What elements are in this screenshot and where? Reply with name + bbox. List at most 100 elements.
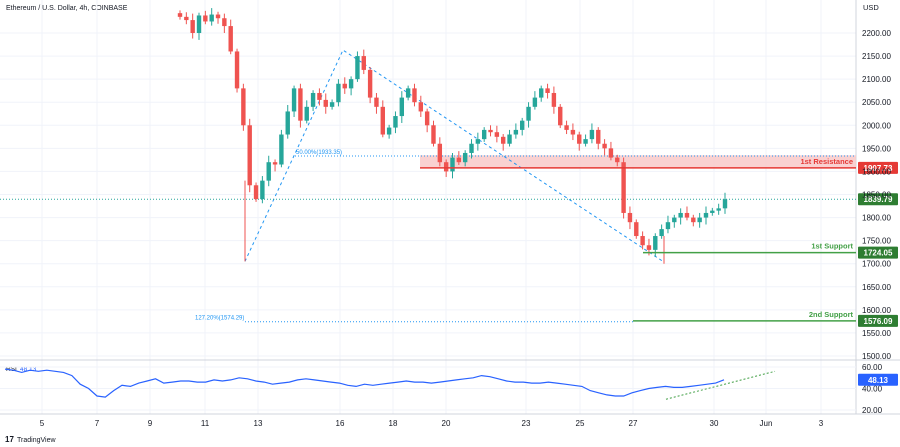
fib-level-label: 127.20%(1574.29) bbox=[195, 316, 244, 322]
y-tick-label: 1750.00 bbox=[862, 237, 891, 246]
candle-body bbox=[488, 129, 493, 133]
candle-body bbox=[304, 106, 309, 121]
candle-body bbox=[272, 162, 278, 165]
candle-body bbox=[577, 134, 582, 144]
candle-body bbox=[507, 134, 512, 144]
level-label: 2nd Support bbox=[809, 310, 854, 319]
candle-body bbox=[494, 132, 500, 137]
y-tick-label: 2050.00 bbox=[862, 98, 891, 107]
candle-body bbox=[222, 18, 227, 27]
y-tick-label: 1700.00 bbox=[862, 260, 891, 269]
candle-body bbox=[684, 212, 690, 218]
candle-body bbox=[355, 56, 360, 80]
y-tick-label: 1550.00 bbox=[862, 329, 891, 338]
price-axis[interactable]: 2200.00 2150.00 2100.00 2050.00 2000.00 1950.… bbox=[862, 29, 891, 361]
candle-body bbox=[196, 15, 202, 34]
x-tick-label: 20 bbox=[442, 419, 451, 428]
chart-symbol-title: Ethereum / U.S. Dollar, 4h, COINBASE bbox=[6, 5, 128, 12]
rsi-pane: RSI 48.13 bbox=[0, 366, 856, 411]
x-tick-label: 9 bbox=[148, 419, 153, 428]
candle-body bbox=[456, 157, 462, 163]
candle-body bbox=[672, 217, 677, 223]
level-label: 1st Resistance bbox=[800, 157, 853, 166]
rsi-tag-bg bbox=[858, 373, 898, 386]
x-tick-label: 27 bbox=[629, 419, 638, 428]
y-tick-label: 1850.00 bbox=[862, 191, 891, 200]
current-price-tag-bg bbox=[858, 193, 898, 206]
candle-body bbox=[184, 16, 189, 21]
y-tick-label: 1650.00 bbox=[862, 283, 891, 292]
x-tick-label: 5 bbox=[40, 419, 45, 428]
candle-body bbox=[431, 125, 436, 144]
candle-body bbox=[570, 129, 576, 135]
candle-body bbox=[659, 229, 664, 237]
price-tag-bg bbox=[858, 161, 898, 174]
candle-body bbox=[558, 106, 563, 126]
candle-body bbox=[412, 88, 417, 103]
candle-body bbox=[627, 212, 633, 223]
candle-body bbox=[608, 148, 614, 158]
candle-body bbox=[247, 125, 252, 186]
rsi-tick-label: 20.00 bbox=[862, 406, 883, 415]
rsi-axis: 60.00 40.00 20.00 48.13 bbox=[858, 363, 898, 415]
time-axis[interactable]: 5 7 9 11 13 16 18 20 23 25 27 30 Jun 3 bbox=[40, 419, 824, 428]
candle-body bbox=[646, 245, 652, 250]
candle-body bbox=[399, 97, 405, 117]
fib-trend-path bbox=[244, 49, 664, 262]
rsi-value: 48.13 bbox=[20, 366, 37, 373]
rsi-trendline bbox=[665, 370, 776, 400]
candle-body bbox=[424, 111, 430, 126]
candle-body bbox=[545, 88, 550, 93]
y-tick-label: 1900.00 bbox=[862, 167, 891, 176]
candle-body bbox=[640, 236, 645, 246]
current-price-tag: 1839.79 bbox=[864, 195, 893, 204]
candle-body bbox=[678, 212, 683, 218]
price-tag-bg bbox=[858, 246, 898, 259]
resistance-zone-layer bbox=[420, 155, 856, 168]
candle-body bbox=[228, 26, 233, 52]
candle-body bbox=[418, 102, 424, 112]
grid-lines bbox=[0, 0, 857, 414]
y-tick-label: 1800.00 bbox=[862, 214, 891, 223]
y-tick-label: 1600.00 bbox=[862, 306, 891, 315]
candle-body bbox=[596, 129, 601, 144]
candle-body bbox=[551, 92, 557, 107]
candlestick-series bbox=[177, 8, 728, 264]
candle-body bbox=[317, 92, 322, 100]
candle-body bbox=[462, 152, 468, 163]
rsi-tick-label: 60.00 bbox=[862, 363, 883, 372]
candle-body bbox=[342, 83, 347, 89]
x-tick-label: 25 bbox=[576, 419, 585, 428]
x-tick-label: 30 bbox=[710, 419, 719, 428]
x-tick-label: 3 bbox=[819, 419, 824, 428]
candle-body bbox=[260, 180, 265, 200]
y-tick-label: 2200.00 bbox=[862, 29, 891, 38]
candle-body bbox=[234, 51, 240, 89]
candle-body bbox=[253, 185, 259, 200]
candle-body bbox=[329, 102, 335, 107]
x-tick-label: Jun bbox=[760, 419, 773, 428]
candle-body bbox=[710, 210, 715, 213]
x-tick-label: 16 bbox=[336, 419, 345, 428]
candle-body bbox=[241, 88, 246, 126]
candle-body bbox=[539, 88, 544, 98]
candle-body bbox=[443, 162, 449, 172]
tradingview-logo-icon: 17 bbox=[5, 435, 14, 444]
candle-body bbox=[526, 106, 531, 121]
candle-body bbox=[310, 92, 316, 107]
y-tick-label: 2150.00 bbox=[862, 52, 891, 61]
fib-level-label: 50.00%(1933.35) bbox=[296, 150, 342, 156]
candle-body bbox=[469, 143, 474, 153]
tradingview-brand: TradingView bbox=[17, 437, 56, 444]
y-tick-label: 1950.00 bbox=[862, 144, 891, 153]
candle-body bbox=[697, 217, 702, 223]
candle-body bbox=[475, 139, 481, 144]
candle-body bbox=[583, 139, 588, 144]
candle-body bbox=[209, 14, 214, 22]
rsi-line bbox=[4, 368, 725, 398]
candle-body bbox=[716, 208, 721, 211]
price-tag-label: 1907.73 bbox=[864, 164, 893, 173]
tradingview-logo: 17 TradingView bbox=[5, 435, 56, 444]
rsi-tag: 48.13 bbox=[868, 376, 889, 385]
